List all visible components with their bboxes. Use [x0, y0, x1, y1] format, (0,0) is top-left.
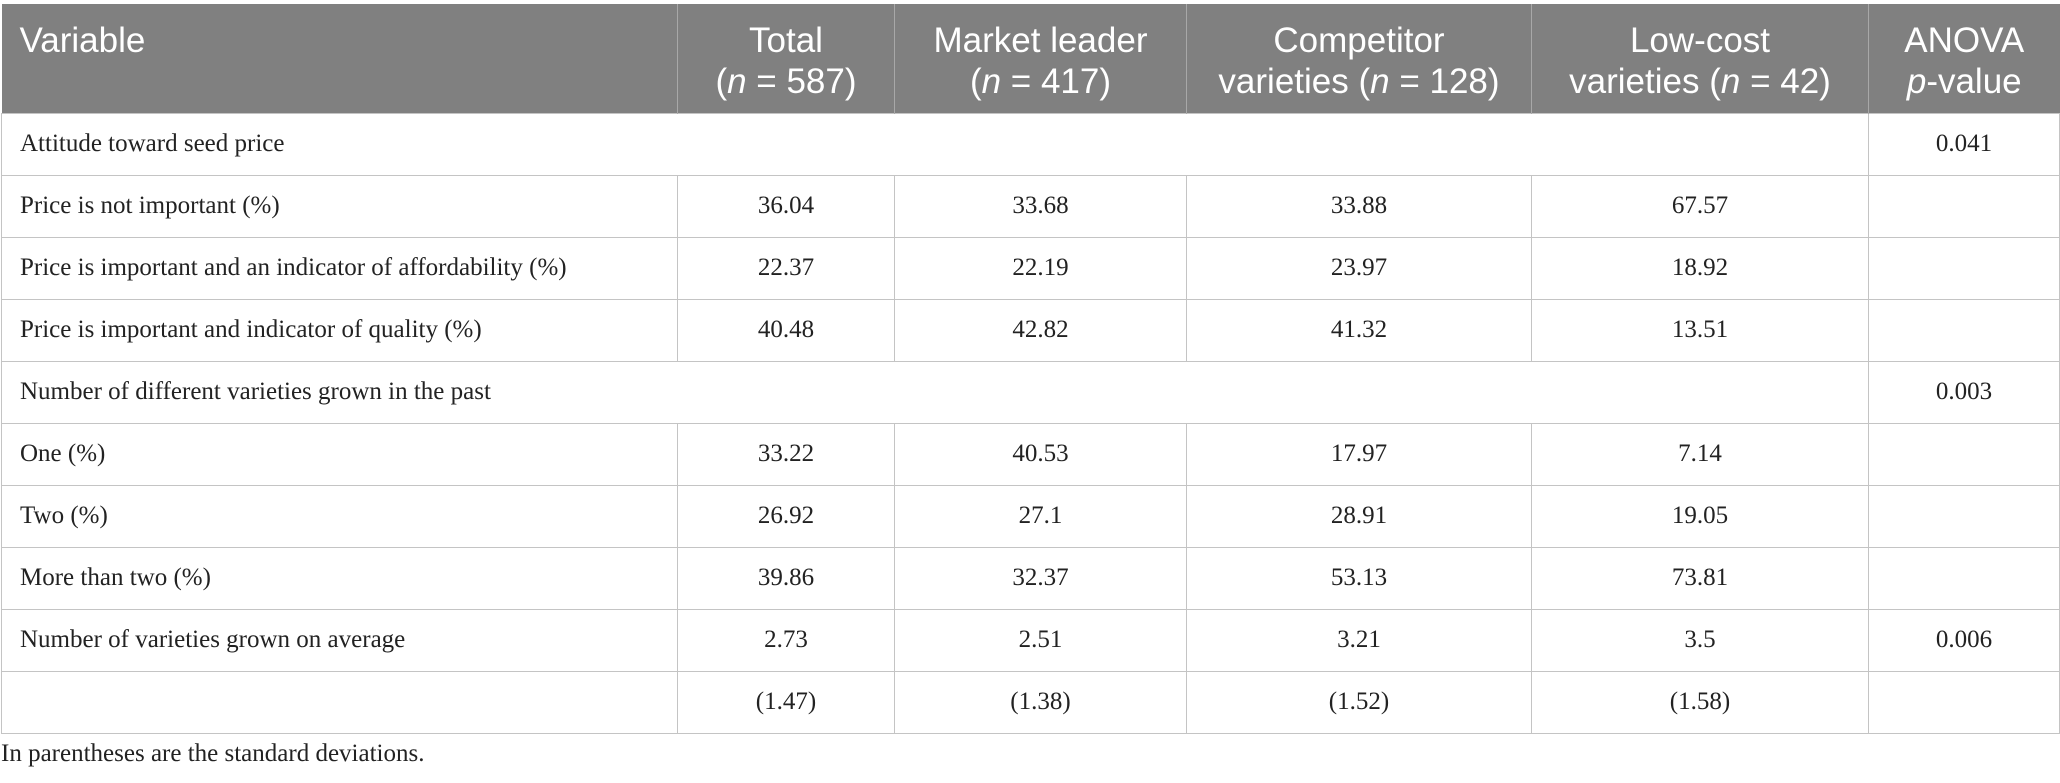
header-low-cost-varieties: Low-cost varieties (n = 42)	[1531, 4, 1869, 113]
header-market-leader: Market leader (n = 417)	[894, 4, 1187, 113]
low-cost-cell: 19.05	[1531, 484, 1869, 548]
total-cell: (1.47)	[677, 670, 895, 734]
table-row: More than two (%) 39.86 32.37 53.13 73.8…	[1, 546, 2060, 610]
market-leader-cell: 40.53	[894, 422, 1187, 486]
data-table: Variable Total (n = 587) Market leader (n …	[1, 4, 2060, 734]
p-value-cell	[1868, 546, 2060, 610]
row-label: More than two (%)	[1, 546, 678, 610]
header-row: Variable Total (n = 587) Market leader (n …	[1, 4, 2060, 113]
low-cost-cell: 13.51	[1531, 298, 1869, 362]
total-cell: 39.86	[677, 546, 895, 610]
total-cell: 36.04	[677, 174, 895, 238]
p-value-cell: 0.041	[1868, 112, 2060, 176]
header-anova-p-value: ANOVA p-value	[1868, 4, 2060, 113]
total-cell: 40.48	[677, 298, 895, 362]
market-leader-cell: 42.82	[894, 298, 1187, 362]
low-cost-cell: 73.81	[1531, 546, 1869, 610]
p-value-cell: 0.003	[1868, 360, 2060, 424]
row-label: Price is not important (%)	[1, 174, 678, 238]
table-row: Two (%) 26.92 27.1 28.91 19.05	[1, 484, 2060, 548]
footnote: In parentheses are the standard deviatio…	[1, 740, 425, 767]
p-value-cell: 0.006	[1868, 608, 2060, 672]
market-leader-cell: 33.68	[894, 174, 1187, 238]
row-label: One (%)	[1, 422, 678, 486]
row-label: Two (%)	[1, 484, 678, 548]
header-total: Total (n = 587)	[677, 4, 895, 113]
p-value-cell	[1868, 174, 2060, 238]
competitor-cell: 53.13	[1186, 546, 1532, 610]
low-cost-cell: 67.57	[1531, 174, 1869, 238]
p-value-cell	[1868, 236, 2060, 300]
table-row: (1.47) (1.38) (1.52) (1.58)	[1, 670, 2060, 734]
table-row: Price is not important (%) 36.04 33.68 3…	[1, 174, 2060, 238]
total-cell: 2.73	[677, 608, 895, 672]
row-label	[1, 670, 678, 734]
low-cost-cell: 7.14	[1531, 422, 1869, 486]
table-row: Number of varieties grown on average 2.7…	[1, 608, 2060, 672]
competitor-cell: 17.97	[1186, 422, 1532, 486]
table-row: Price is important and indicator of qual…	[1, 298, 2060, 362]
total-cell: 33.22	[677, 422, 895, 486]
row-label: Attitude toward seed price	[1, 112, 1869, 176]
row-label: Price is important and indicator of qual…	[1, 298, 678, 362]
table-row: Number of different varieties grown in t…	[1, 360, 2060, 424]
row-label: Number of different varieties grown in t…	[1, 360, 1869, 424]
low-cost-cell: 18.92	[1531, 236, 1869, 300]
table-row: Attitude toward seed price 0.041	[1, 112, 2060, 176]
table-row: Price is important and an indicator of a…	[1, 236, 2060, 300]
header-competitor-varieties: Competitor varieties (n = 128)	[1186, 4, 1532, 113]
competitor-cell: 28.91	[1186, 484, 1532, 548]
competitor-cell: 33.88	[1186, 174, 1532, 238]
competitor-cell: 3.21	[1186, 608, 1532, 672]
p-value-cell	[1868, 422, 2060, 486]
header-variable: Variable	[1, 4, 678, 113]
market-leader-cell: (1.38)	[894, 670, 1187, 734]
p-value-cell	[1868, 484, 2060, 548]
row-label: Price is important and an indicator of a…	[1, 236, 678, 300]
table-row: One (%) 33.22 40.53 17.97 7.14	[1, 422, 2060, 486]
market-leader-cell: 22.19	[894, 236, 1187, 300]
p-value-cell	[1868, 298, 2060, 362]
competitor-cell: 41.32	[1186, 298, 1532, 362]
total-cell: 22.37	[677, 236, 895, 300]
total-cell: 26.92	[677, 484, 895, 548]
low-cost-cell: 3.5	[1531, 608, 1869, 672]
low-cost-cell: (1.58)	[1531, 670, 1869, 734]
p-value-cell	[1868, 670, 2060, 734]
competitor-cell: 23.97	[1186, 236, 1532, 300]
competitor-cell: (1.52)	[1186, 670, 1532, 734]
market-leader-cell: 2.51	[894, 608, 1187, 672]
row-label: Number of varieties grown on average	[1, 608, 678, 672]
market-leader-cell: 32.37	[894, 546, 1187, 610]
market-leader-cell: 27.1	[894, 484, 1187, 548]
